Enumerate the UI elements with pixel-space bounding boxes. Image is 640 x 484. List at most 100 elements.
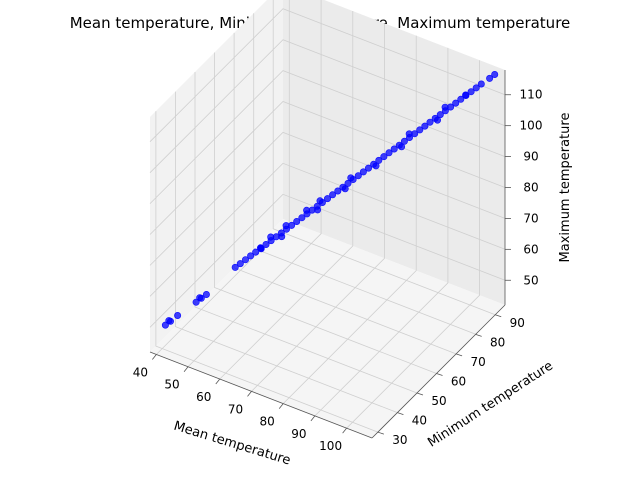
data-point: [385, 149, 393, 157]
y-tick-label: 70: [470, 355, 485, 369]
data-point: [323, 195, 331, 203]
data-point: [486, 74, 494, 82]
gridline-y: [155, 111, 379, 433]
x-tick-label: 50: [164, 378, 179, 392]
data-point: [462, 91, 470, 99]
gridline-z: [149, 131, 506, 266]
data-point: [354, 172, 362, 180]
data-point: [298, 214, 306, 222]
data-point: [380, 153, 388, 161]
x-tick-mark: [152, 354, 157, 360]
gridline-y: [174, 91, 398, 413]
x-tick-label: 60: [196, 390, 211, 404]
gridline-y: [194, 72, 418, 394]
y-axis-line: [371, 304, 506, 439]
data-point: [390, 145, 398, 153]
data-point: [252, 248, 260, 256]
data-point: [192, 298, 200, 306]
x-tick-mark: [215, 378, 221, 385]
pane-back: [283, 0, 505, 305]
data-point: [236, 260, 244, 268]
gridline-x: [156, 0, 290, 355]
x-tick-label: 70: [228, 402, 243, 416]
y-tick-label: 40: [412, 414, 427, 428]
data-point: [405, 130, 413, 138]
data-point: [231, 263, 239, 271]
z-tick-label: 80: [523, 181, 538, 195]
data-point: [452, 99, 460, 107]
y-tick-label: 90: [510, 316, 525, 330]
y-tick-label: 80: [490, 335, 505, 349]
gridline-x: [187, 0, 322, 367]
data-point: [491, 71, 499, 79]
y-tick-mark: [416, 392, 424, 396]
tick-labels: 40 50 60 70 80 90 100 30 40 50 60 70 80 90 50 60 70 80 90 1…: [133, 88, 543, 453]
gridline-x: [251, 23, 385, 392]
data-point: [282, 222, 290, 230]
data-point: [400, 137, 408, 145]
y-tick-mark: [495, 314, 502, 318]
z-axis-label: Maximum temperature: [558, 113, 573, 263]
data-point: [347, 174, 355, 182]
data-point: [341, 185, 349, 193]
x-tick-mark: [183, 366, 189, 372]
x-tick-mark: [278, 403, 284, 409]
data-point: [372, 162, 380, 170]
data-point: [359, 168, 367, 176]
data-point: [165, 317, 173, 325]
data-point: [398, 143, 406, 151]
gridline-z: [149, 70, 506, 204]
data-point: [364, 164, 372, 172]
gridline-z: [149, 162, 506, 297]
z-tick-label: 60: [523, 242, 538, 256]
data-point: [242, 256, 250, 264]
y-tick-label: 30: [392, 433, 407, 447]
pane-floor: [150, 219, 505, 438]
y-tick-mark: [475, 333, 482, 337]
x-tick-mark: [342, 427, 347, 434]
z-tick-label: 100: [520, 119, 543, 133]
x-tick-label: 100: [319, 439, 342, 453]
data-point: [436, 111, 444, 119]
data-points: [161, 71, 499, 329]
z-tick-label: 90: [523, 150, 538, 164]
y-tick-mark: [397, 412, 404, 415]
gridline-z: [149, 193, 506, 328]
data-point: [293, 218, 301, 226]
gridline-y: [253, 13, 476, 335]
gridline-x: [282, 35, 417, 404]
data-point: [477, 80, 485, 88]
x-axis-line: [149, 351, 373, 439]
x-tick-label: 90: [291, 427, 306, 441]
y-tick-label: 60: [451, 374, 466, 388]
data-point: [278, 233, 286, 241]
gridline-x: [346, 60, 481, 429]
gridline-x: [219, 11, 354, 380]
data-point: [247, 252, 255, 260]
axis-panes: [150, 0, 505, 438]
y-tick-mark: [377, 431, 384, 435]
y-tick-mark: [436, 373, 443, 376]
data-point: [313, 202, 321, 210]
z-tick-label: 70: [523, 211, 538, 225]
x-tick-label: 80: [260, 415, 275, 429]
data-point: [344, 179, 352, 187]
data-point: [316, 197, 324, 205]
gridline-z: [149, 39, 506, 173]
data-point: [416, 126, 424, 134]
data-point: [457, 95, 465, 103]
pane-left: [150, 0, 283, 352]
data-point: [174, 311, 182, 319]
z-tick-label: 50: [523, 273, 538, 287]
data-point: [334, 187, 342, 195]
data-point: [421, 122, 429, 130]
x-tick-mark: [247, 391, 252, 397]
gridlines: [149, 0, 506, 433]
data-point: [202, 290, 210, 298]
gridline-y: [272, 0, 496, 316]
data-point: [262, 241, 270, 249]
gridline-z: [149, 101, 506, 235]
gridline-x: [314, 47, 449, 417]
data-point: [467, 88, 475, 96]
